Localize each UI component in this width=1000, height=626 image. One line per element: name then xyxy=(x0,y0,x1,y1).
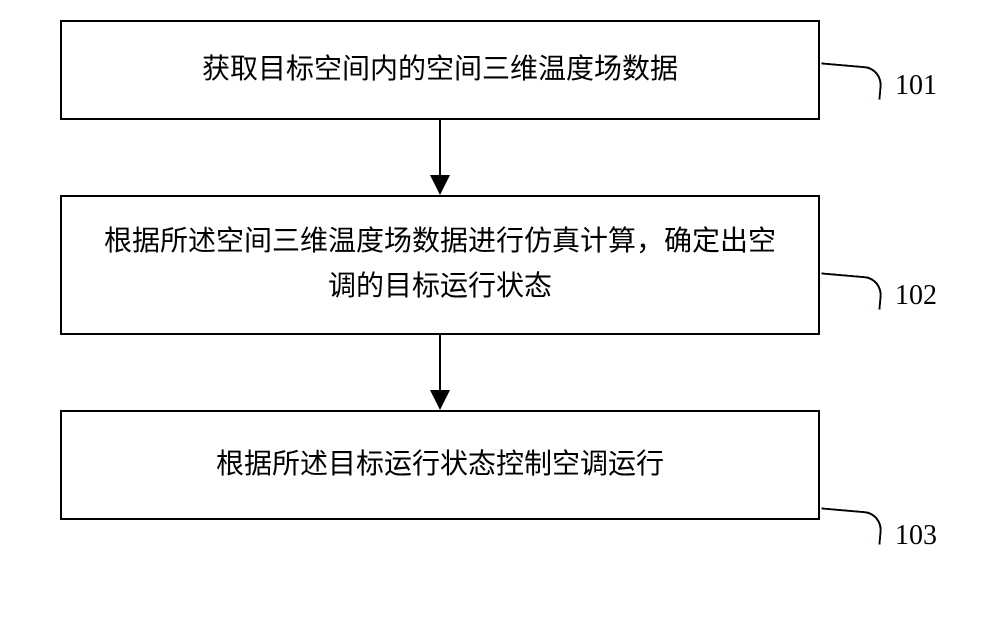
label-connector-2 xyxy=(819,272,884,309)
arrow-line xyxy=(439,335,441,395)
flowchart-container: 获取目标空间内的空间三维温度场数据 根据所述空间三维温度场数据进行仿真计算，确定… xyxy=(60,20,820,520)
flowchart-step-1: 获取目标空间内的空间三维温度场数据 xyxy=(60,20,820,120)
arrow-2-to-3 xyxy=(60,335,820,410)
step-2-text: 根据所述空间三维温度场数据进行仿真计算，确定出空调的目标运行状态 xyxy=(92,220,788,310)
step-label-1: 101 xyxy=(895,70,937,102)
step-1-text: 获取目标空间内的空间三维温度场数据 xyxy=(202,48,678,93)
step-label-3: 103 xyxy=(895,520,937,552)
step-3-text: 根据所述目标运行状态控制空调运行 xyxy=(216,443,664,488)
flowchart-step-3: 根据所述目标运行状态控制空调运行 xyxy=(60,410,820,520)
label-connector-3 xyxy=(819,507,884,544)
arrow-head-icon xyxy=(430,390,450,410)
arrow-1-to-2 xyxy=(60,120,820,195)
arrow-line xyxy=(439,120,441,180)
step-label-2: 102 xyxy=(895,280,937,312)
label-connector-1 xyxy=(819,62,884,99)
flowchart-step-2: 根据所述空间三维温度场数据进行仿真计算，确定出空调的目标运行状态 xyxy=(60,195,820,335)
arrow-head-icon xyxy=(430,175,450,195)
